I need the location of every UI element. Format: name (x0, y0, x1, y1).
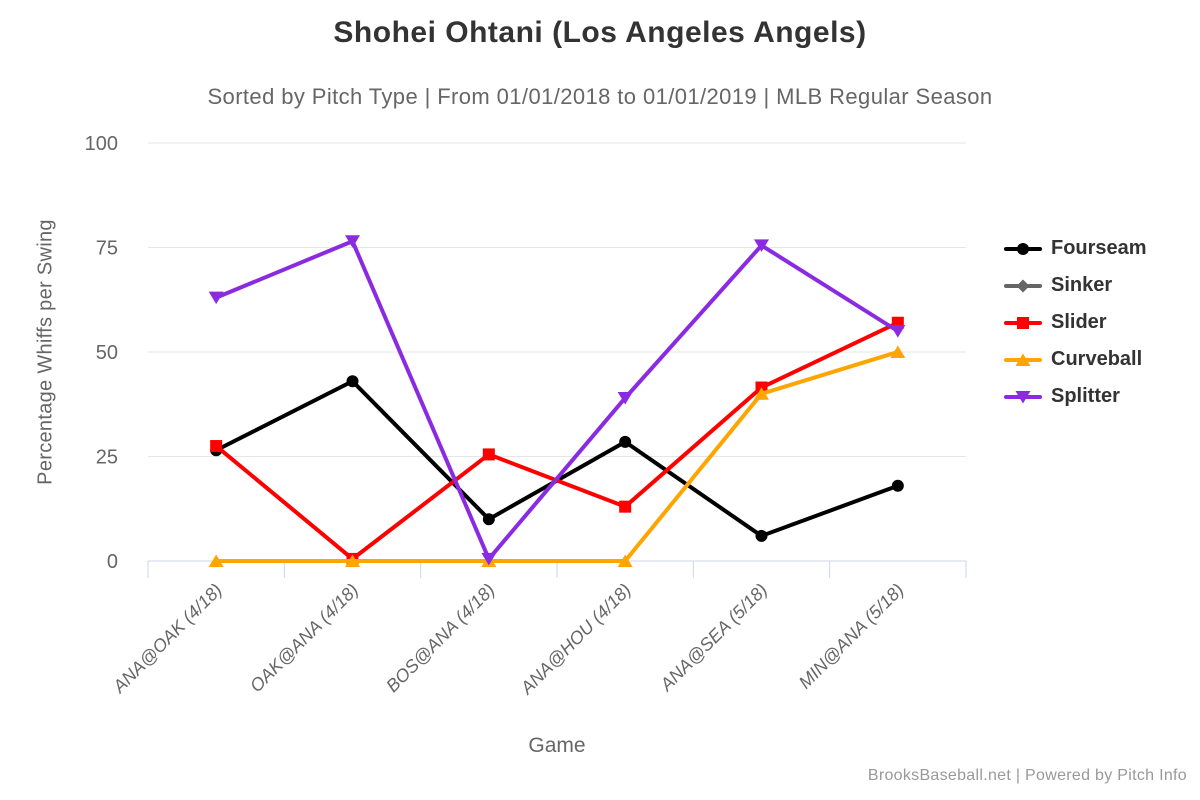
x-axis-title: Game (528, 734, 586, 757)
legend-marker-shape-curveball (1015, 353, 1031, 366)
legend-marker-splitter (1004, 390, 1042, 403)
legend-item-slider[interactable]: Slider (1004, 304, 1147, 341)
legend-marker-shape-fourseam (1017, 242, 1029, 255)
legend-label: Sinker (1051, 274, 1113, 296)
data-point-slider-2 (482, 448, 495, 461)
data-point-splitter-2 (481, 552, 497, 566)
data-point-slider-3 (619, 500, 632, 513)
legend-label: Slider (1051, 311, 1107, 333)
chart-title: Shohei Ohtani (Los Angeles Angels) (333, 16, 867, 49)
x-tick-label: BOS@ANA (4/18) (382, 580, 498, 696)
legend-marker-shape-sinker (1016, 279, 1030, 292)
legend-item-splitter[interactable]: Splitter (1004, 378, 1147, 415)
legend-marker-shape-splitter (1015, 390, 1031, 403)
legend-marker-fourseam (1004, 242, 1042, 255)
data-point-splitter-1 (345, 235, 360, 248)
data-point-fourseam-1 (346, 375, 359, 388)
data-point-splitter-4 (754, 239, 769, 252)
x-tick-label: ANA@SEA (5/18) (656, 580, 772, 696)
data-point-curveball-1 (345, 554, 360, 567)
x-tick-label: ANA@OAK (4/18) (108, 580, 226, 698)
data-point-slider-0 (210, 440, 223, 453)
y-tick-label-25: 25 (96, 447, 118, 469)
legend-marker-sinker (1004, 279, 1042, 292)
legend-label: Splitter (1051, 385, 1120, 407)
legend-marker-curveball (1004, 353, 1042, 366)
legend-item-curveball[interactable]: Curveball (1004, 341, 1147, 378)
series-line-splitter (214, 239, 900, 561)
data-point-splitter-5 (890, 325, 906, 338)
legend: Fourseam Sinker Slider Curveball Splitter (1004, 230, 1147, 415)
data-point-curveball-0 (208, 554, 224, 567)
x-tick-label: OAK@ANA (4/18) (246, 580, 362, 696)
data-point-curveball-3 (617, 554, 633, 567)
data-point-splitter-0 (208, 291, 224, 305)
data-point-fourseam-4 (755, 529, 768, 542)
data-point-splitter-3 (617, 391, 633, 405)
legend-marker-shape-slider (1017, 316, 1029, 329)
x-tick-label: ANA@HOU (4/18) (516, 580, 635, 699)
legend-label: Fourseam (1051, 237, 1147, 259)
data-point-fourseam-5 (891, 479, 904, 492)
data-point-curveball-4 (754, 387, 769, 400)
legend-label: Curveball (1051, 348, 1143, 370)
data-point-curveball-5 (890, 345, 906, 358)
y-tick-label-75: 75 (96, 238, 118, 260)
x-tick-label: MIN@ANA (5/18) (795, 580, 908, 693)
series-line-fourseam (214, 379, 900, 538)
data-point-fourseam-3 (619, 435, 632, 448)
legend-marker-slider (1004, 316, 1042, 329)
y-tick-label-50: 50 (96, 342, 118, 364)
footer-credit: BrooksBaseball.net | Powered by Pitch In… (867, 767, 1187, 784)
legend-item-fourseam[interactable]: Fourseam (1004, 230, 1147, 267)
y-tick-label-0: 0 (107, 551, 118, 573)
legend-item-sinker[interactable]: Sinker (1004, 267, 1147, 304)
series-line-curveball (214, 350, 900, 563)
chart-subtitle: Sorted by Pitch Type | From 01/01/2018 t… (207, 84, 993, 109)
data-point-fourseam-2 (482, 513, 495, 526)
y-tick-label-100: 100 (85, 133, 118, 155)
y-axis-title: Percentage Whiffs per Swing (34, 219, 57, 485)
